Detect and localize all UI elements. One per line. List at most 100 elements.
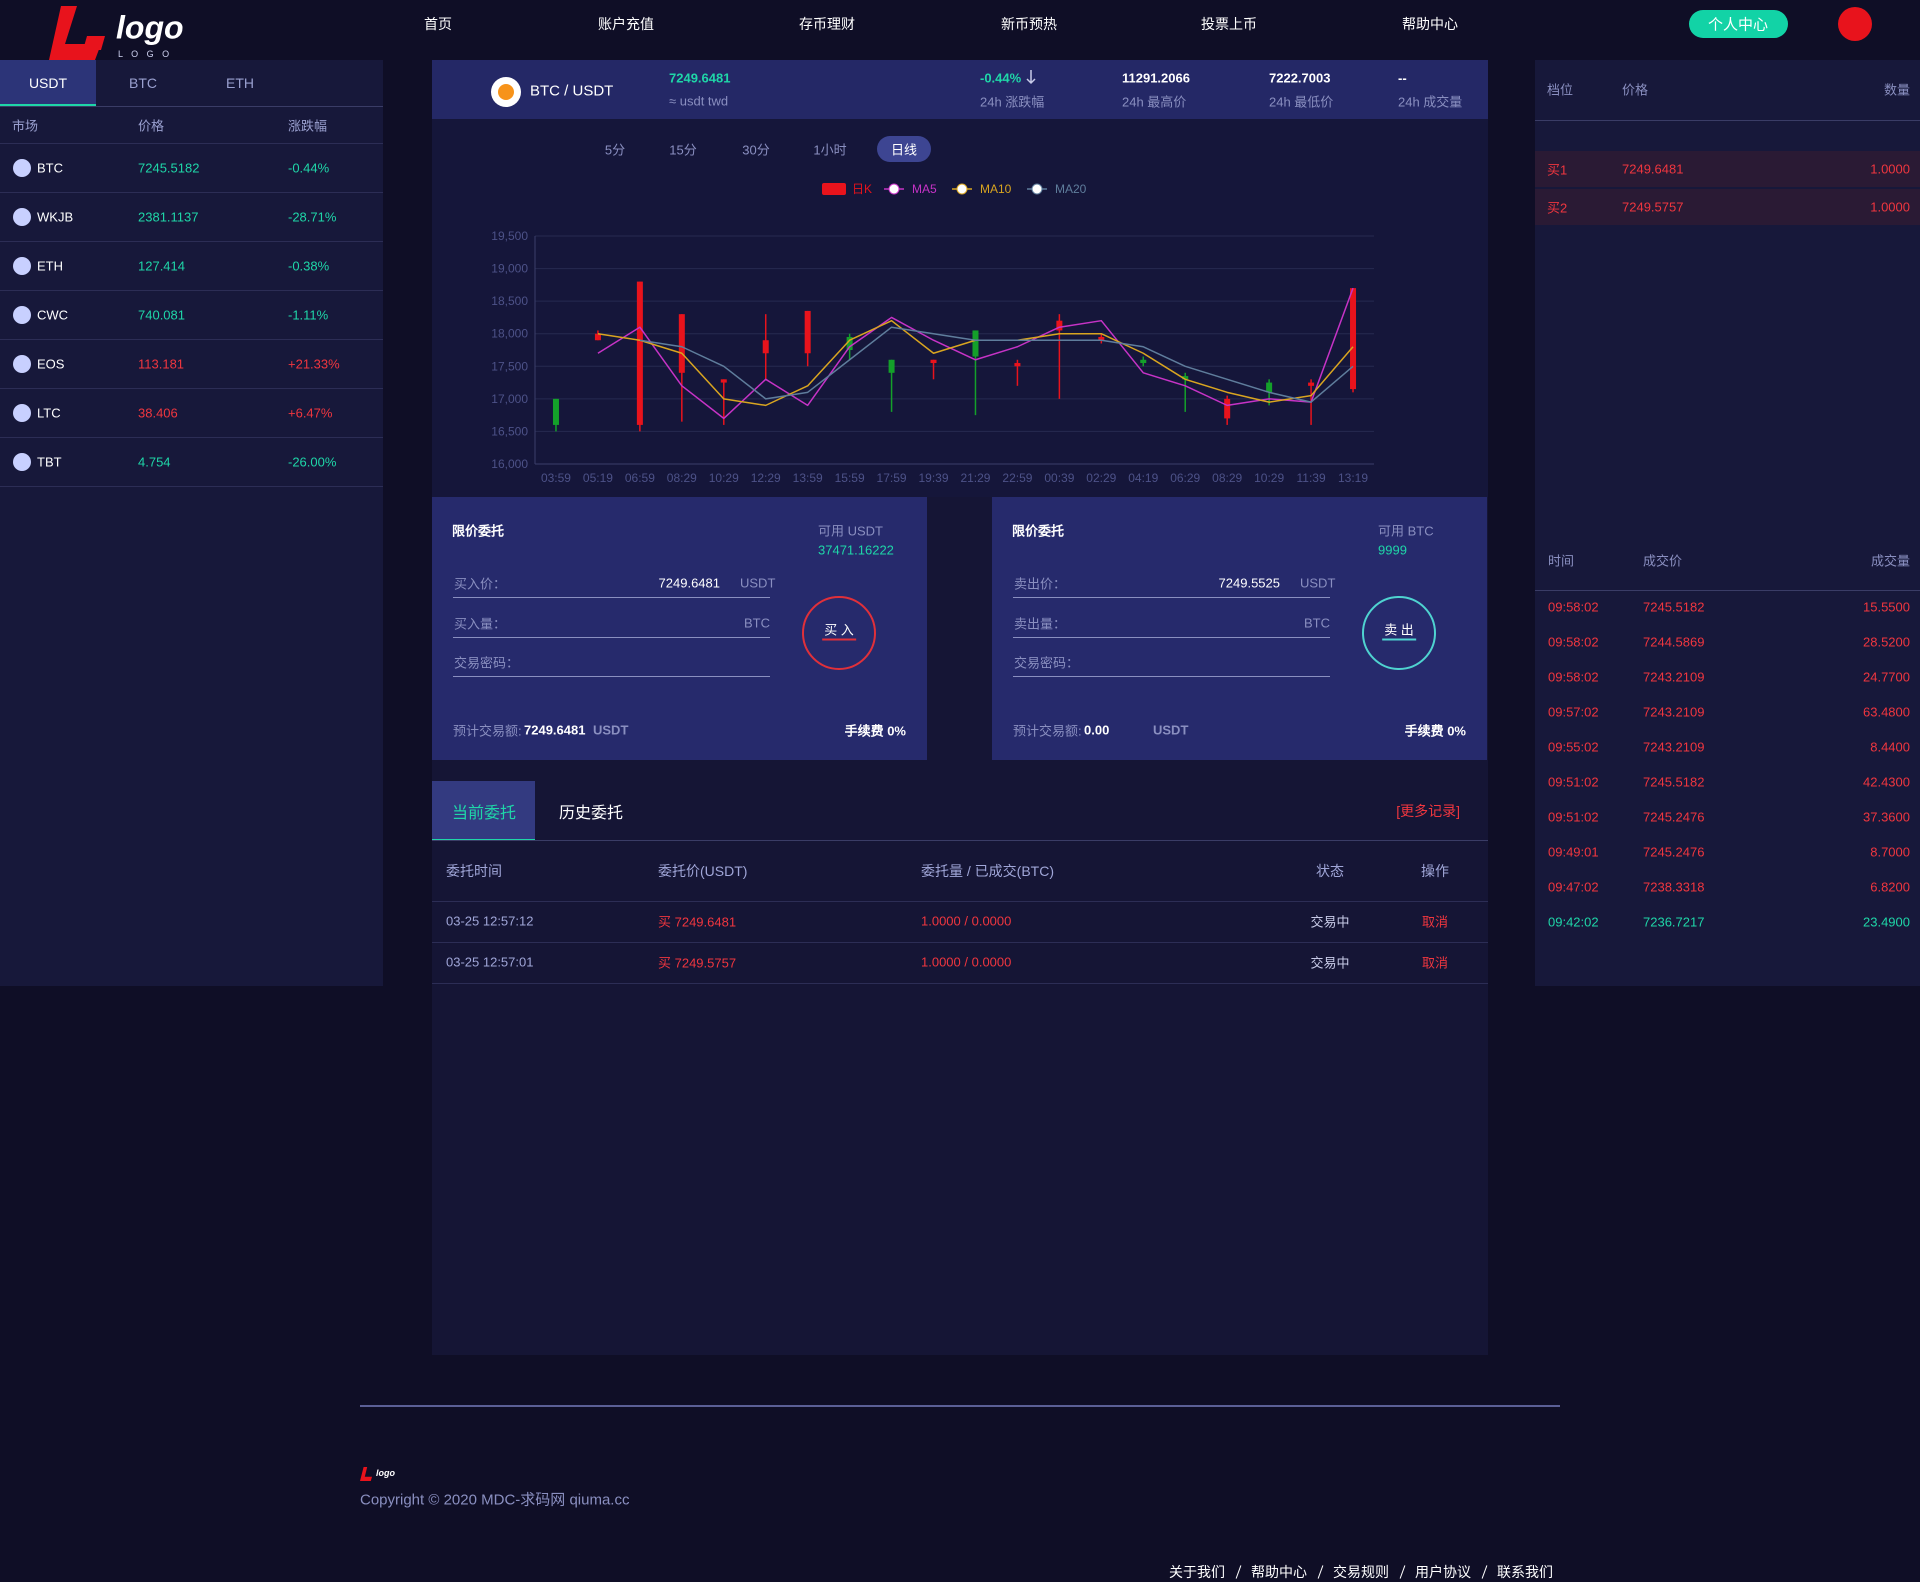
book-row[interactable] [1535, 189, 1920, 225]
market-tab-active[interactable] [0, 60, 96, 106]
footer-link[interactable]: 帮助中心 [1251, 1564, 1307, 1580]
market-tab-divider [0, 106, 383, 107]
submit-label[interactable]: 卖 出 [1382, 620, 1416, 641]
trade-cell: 09:51:02 [1548, 774, 1599, 790]
user-button-label[interactable]: 个人中心 [1707, 16, 1769, 34]
period-button[interactable]: 15分 [669, 142, 697, 158]
coin-price: 7245.5182 [138, 160, 200, 176]
trade-cell: 7243.2109 [1643, 704, 1705, 720]
order-divider [432, 983, 1488, 984]
nav-item[interactable]: 账户充值 [598, 16, 654, 32]
x-tick-label: 10:29 [1254, 471, 1284, 485]
field-input[interactable] [453, 605, 770, 638]
candle-body [1308, 382, 1315, 386]
footer-link[interactable]: 交易规则 [1333, 1564, 1389, 1580]
candle-body [888, 359, 895, 373]
candle-body [1224, 398, 1231, 419]
row-divider [0, 388, 383, 389]
estimate-value: 7249.6481 [524, 722, 586, 738]
footer-link[interactable]: 关于我们 [1169, 1564, 1225, 1580]
legend-label: MA5 [912, 182, 937, 196]
x-tick-label: 00:39 [1044, 471, 1074, 485]
order-cell: 买 7249.5757 [658, 955, 737, 971]
candle-body [972, 330, 979, 357]
estimate-label: 预计交易额: [453, 723, 522, 739]
book-cell: 买2 [1547, 200, 1568, 216]
stat-value: -- [1398, 70, 1407, 86]
field-label: 卖出价： [1014, 576, 1067, 592]
candle-body [1014, 363, 1021, 367]
stat-value: 7222.7003 [1269, 70, 1331, 86]
book-row[interactable] [1535, 151, 1920, 187]
trade-cell: 7238.3318 [1643, 879, 1705, 895]
trade-cell: 7236.7217 [1643, 914, 1705, 930]
field-input[interactable] [1013, 565, 1330, 598]
flag[interactable] [1838, 7, 1872, 41]
legend-label: MA20 [1055, 182, 1087, 196]
fee: 手续费 0% [844, 723, 906, 739]
field-input[interactable] [453, 565, 770, 598]
stat-label: 24h 最高价 [1122, 94, 1187, 110]
trade-column: 成交量 [1870, 553, 1910, 569]
candle-body [552, 398, 559, 425]
candle-body [1056, 320, 1063, 331]
x-tick-label: 06:29 [1170, 471, 1200, 485]
logo-text: logo [116, 9, 184, 46]
period-button[interactable]: 5分 [604, 142, 626, 158]
market-tab[interactable]: BTC [129, 75, 157, 91]
trade-cell: 7245.5182 [1643, 774, 1705, 790]
coin-change: -28.71% [288, 209, 337, 225]
trade-cell: 09:51:02 [1548, 809, 1599, 825]
period-button[interactable]: 日线 [890, 142, 918, 158]
logo-sub: L O G O [118, 49, 173, 59]
form-title: 限价委托 [452, 523, 505, 539]
orders-tab-active[interactable] [432, 781, 535, 841]
trade-cell: 09:58:02 [1548, 669, 1599, 685]
book-divider [1535, 120, 1920, 121]
y-tick-label: 16,500 [491, 424, 528, 438]
x-tick-label: 19:39 [919, 471, 949, 485]
row-divider [0, 241, 383, 242]
coin-price: 4.754 [138, 454, 171, 470]
footer-link[interactable]: 联系我们 [1497, 1564, 1553, 1580]
period-button[interactable]: 1小时 [813, 142, 847, 158]
submit-button[interactable] [1362, 596, 1436, 670]
period-active[interactable] [877, 136, 931, 162]
more-link[interactable]: [更多记录] [1396, 803, 1460, 819]
nav-item[interactable]: 首页 [424, 16, 452, 32]
trade-cell: 09:47:02 [1548, 879, 1599, 895]
stat-value: -0.44% [980, 70, 1022, 86]
field-input[interactable] [453, 644, 770, 677]
user-button[interactable] [1689, 10, 1788, 38]
trade-cell: 8.7000 [1870, 844, 1910, 860]
y-tick-label: 18,500 [491, 294, 528, 308]
nav-item[interactable]: 帮助中心 [1402, 16, 1458, 32]
stat-label: 24h 涨跌幅 [980, 94, 1045, 110]
coin-name: EOS [37, 356, 65, 372]
trade-cell: 7243.2109 [1643, 669, 1705, 685]
trade-column: 成交价 [1643, 553, 1683, 569]
order-cell[interactable]: 取消 [1421, 914, 1449, 930]
avail-label: 可用 BTC [1378, 523, 1434, 539]
submit-button[interactable] [802, 596, 876, 670]
order-cell: 交易中 [1310, 955, 1350, 971]
nav-item[interactable]: 存币理财 [799, 16, 855, 32]
trade-cell: 7243.2109 [1643, 739, 1705, 755]
orders-tab[interactable]: 当前委托 [451, 805, 517, 822]
footer-link[interactable]: 用户协议 [1415, 1564, 1471, 1580]
coin-change: +6.47% [288, 405, 333, 421]
period-button[interactable]: 30分 [742, 142, 770, 158]
candle-body [1140, 359, 1147, 364]
field-input[interactable] [1013, 605, 1330, 638]
x-tick-label: 17:59 [877, 471, 907, 485]
nav-item[interactable]: 新币预热 [1001, 16, 1057, 32]
market-tab[interactable]: ETH [226, 75, 254, 91]
field-input[interactable] [1013, 644, 1330, 677]
order-cell[interactable]: 取消 [1421, 955, 1449, 971]
field-label: 交易密码： [1014, 655, 1080, 671]
submit-label[interactable]: 买 入 [822, 620, 856, 641]
chart-area [432, 119, 1488, 497]
orders-tab[interactable]: 历史委托 [558, 805, 624, 822]
market-tab[interactable]: USDT [28, 75, 68, 91]
nav-item[interactable]: 投票上币 [1201, 16, 1257, 32]
